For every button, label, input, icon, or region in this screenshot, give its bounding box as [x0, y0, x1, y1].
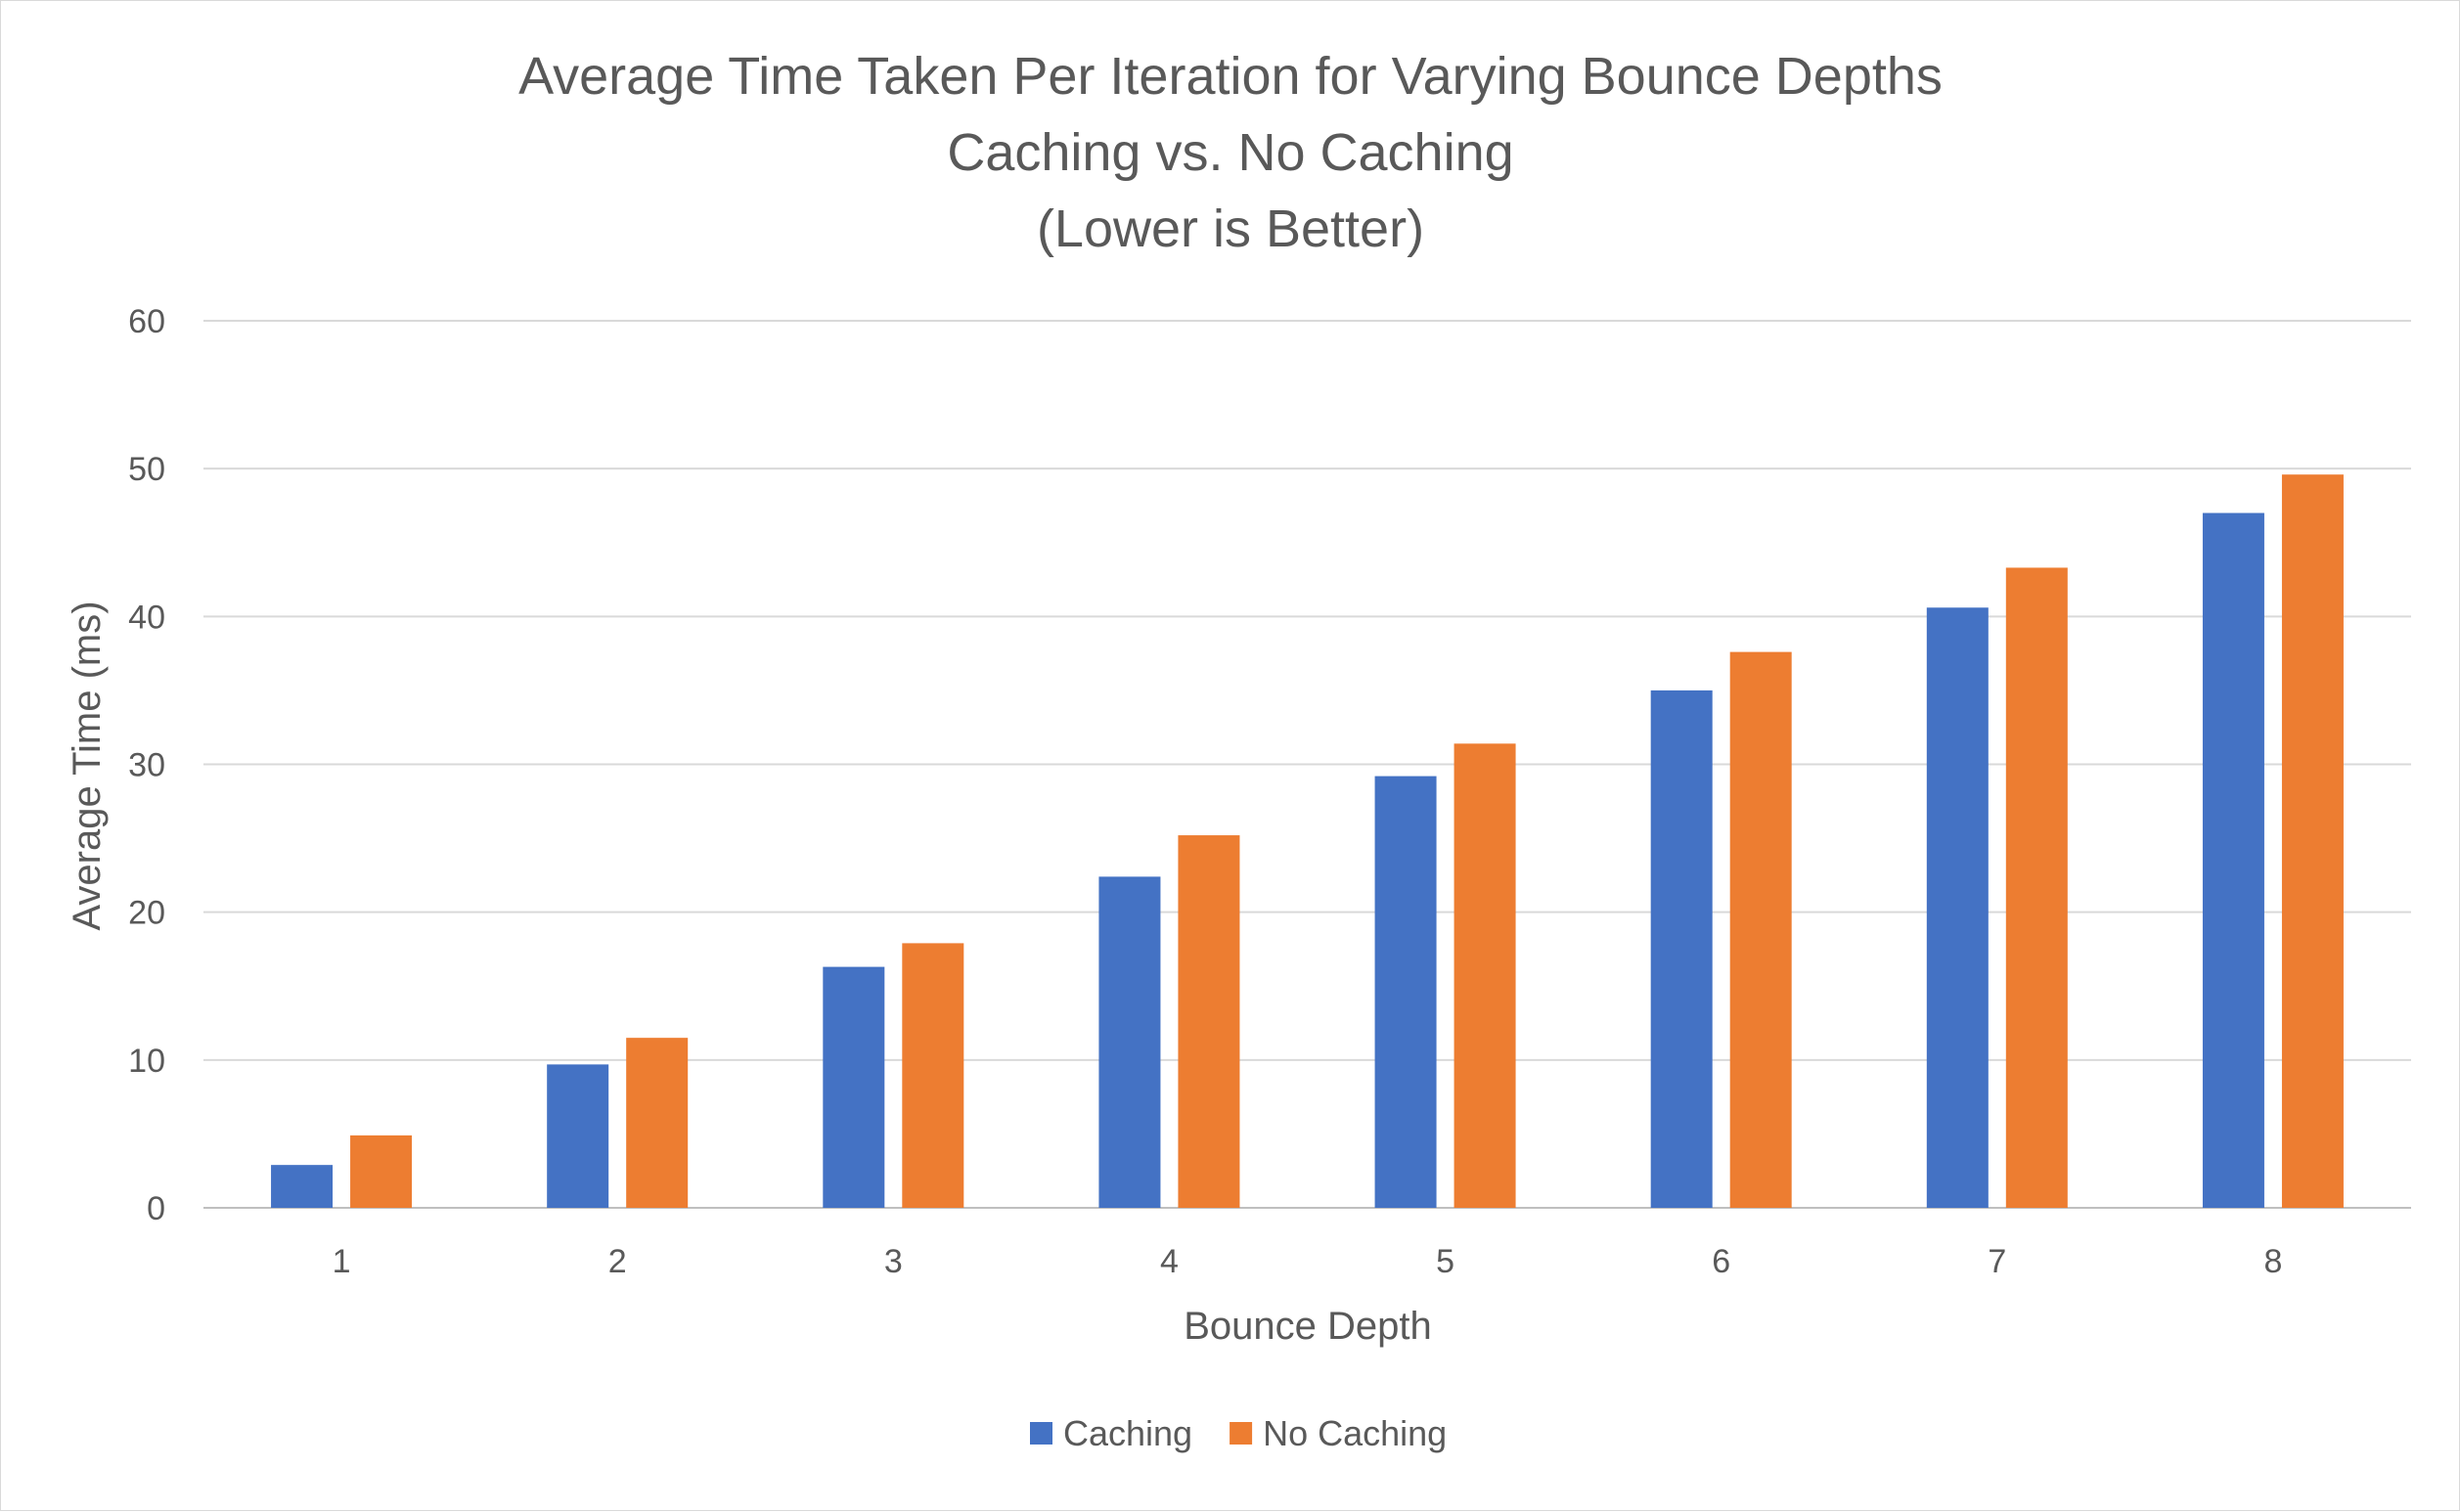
legend-swatch — [1030, 1422, 1052, 1445]
y-tick-label: 10 — [128, 1043, 165, 1080]
y-tick-label: 30 — [128, 747, 165, 784]
x-tick-label: 7 — [1988, 1243, 2006, 1280]
y-tick-label: 40 — [128, 599, 165, 636]
x-tick-label: 6 — [1712, 1243, 1730, 1280]
legend-label: Caching — [1063, 1413, 1192, 1453]
x-tick-label: 8 — [2263, 1243, 2282, 1280]
bar-caching — [547, 1064, 609, 1208]
x-axis-tick-labels: 1 2 3 4 5 6 7 8 — [333, 1243, 2283, 1280]
x-tick-label: 3 — [884, 1243, 903, 1280]
legend: Caching No Caching — [1030, 1413, 1447, 1453]
chart-title-line-2: Caching vs. No Caching — [947, 123, 1513, 182]
x-axis-title: Bounce Depth — [1184, 1305, 1432, 1348]
legend-swatch — [1230, 1422, 1253, 1445]
gridlines — [203, 320, 2411, 1209]
y-tick-label: 20 — [128, 895, 165, 932]
bar-no-caching — [626, 1038, 689, 1208]
bar-caching — [271, 1165, 334, 1208]
y-tick-label: 50 — [128, 451, 165, 488]
y-axis-tick-labels: 0 10 20 30 40 50 60 — [128, 303, 165, 1227]
chart-title-line-1: Average Time Taken Per Iteration for Var… — [518, 47, 1943, 106]
chart-title: Average Time Taken Per Iteration for Var… — [518, 47, 1943, 258]
bars — [271, 474, 2344, 1208]
x-tick-label: 5 — [1436, 1243, 1454, 1280]
bar-caching — [823, 966, 885, 1208]
bar-no-caching — [350, 1134, 413, 1208]
y-tick-label: 0 — [147, 1190, 165, 1227]
x-tick-label: 1 — [333, 1243, 351, 1280]
bar-no-caching — [1454, 743, 1516, 1208]
x-tick-label: 4 — [1160, 1243, 1179, 1280]
bar-caching — [1098, 876, 1161, 1208]
bar-caching — [2202, 512, 2264, 1208]
x-tick-label: 2 — [608, 1243, 627, 1280]
bar-caching — [1650, 689, 1713, 1208]
bar-no-caching — [2005, 567, 2068, 1208]
y-axis-title: Average Time (ms) — [66, 600, 109, 930]
legend-label: No Caching — [1263, 1413, 1447, 1453]
bar-no-caching — [1729, 651, 1792, 1208]
bar-caching — [1926, 607, 1989, 1208]
bar-no-caching — [2281, 474, 2344, 1208]
bar-no-caching — [1178, 835, 1240, 1208]
bar-no-caching — [902, 943, 964, 1208]
bar-caching — [1374, 776, 1437, 1208]
legend-item: Caching — [1030, 1413, 1192, 1453]
y-tick-label: 60 — [128, 303, 165, 340]
chart-title-line-3: (Lower is Better) — [1037, 200, 1424, 258]
legend-item: No Caching — [1230, 1413, 1447, 1453]
